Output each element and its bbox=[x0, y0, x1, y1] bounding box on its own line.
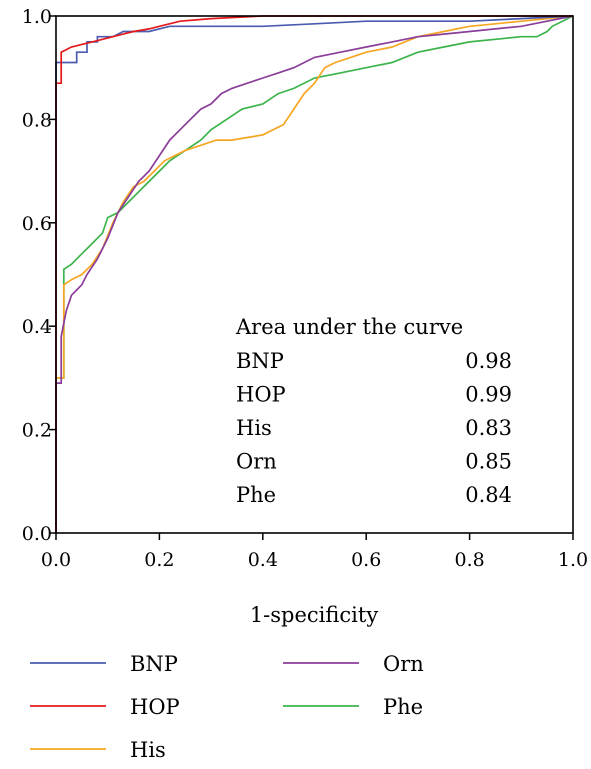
y-tick-label: 0.6 bbox=[22, 213, 52, 235]
auc-table: Area under the curve BNP 0.98 HOP 0.99 His 0.8… bbox=[235, 315, 512, 507]
auc-row-value: 0.83 bbox=[465, 416, 512, 440]
x-tick-label: 0.4 bbox=[248, 549, 278, 571]
y-tick-label: 0.2 bbox=[22, 420, 52, 442]
legend: BNP HOP His Orn Phe bbox=[30, 652, 424, 762]
series-line-orn bbox=[55, 15, 574, 533]
x-tick-label: 0.6 bbox=[351, 549, 381, 571]
auc-row-value: 0.84 bbox=[465, 483, 512, 507]
y-tick-label: 0.8 bbox=[22, 109, 52, 131]
x-axis-title: 1-specificity bbox=[250, 603, 379, 627]
y-tick-label: 0.0 bbox=[22, 523, 52, 545]
series-line-hop bbox=[55, 15, 573, 533]
auc-table-title: Area under the curve bbox=[235, 315, 463, 339]
x-tick-label: 0.8 bbox=[454, 549, 484, 571]
series-line-phe bbox=[55, 15, 574, 533]
y-tick-label: 1.0 bbox=[22, 6, 52, 28]
y-axis: 0.0 0.2 0.4 0.6 0.8 1.0 bbox=[22, 6, 56, 545]
auc-row-value: 0.98 bbox=[465, 349, 512, 373]
auc-row-name: His bbox=[236, 416, 272, 440]
legend-label-his: His bbox=[130, 738, 166, 762]
plot-frame bbox=[55, 15, 574, 534]
auc-row-value: 0.99 bbox=[465, 383, 512, 407]
legend-label-orn: Orn bbox=[383, 652, 424, 676]
legend-label-hop: HOP bbox=[130, 695, 180, 719]
legend-label-phe: Phe bbox=[383, 695, 423, 719]
roc-curves bbox=[55, 15, 574, 533]
auc-row-value: 0.85 bbox=[465, 450, 512, 474]
x-tick-label: 0.0 bbox=[41, 549, 71, 571]
x-axis: 0.0 0.2 0.4 0.6 0.8 1.0 bbox=[41, 533, 588, 571]
auc-row-name: HOP bbox=[236, 383, 286, 407]
auc-row-name: Orn bbox=[236, 450, 277, 474]
x-tick-label: 0.2 bbox=[144, 549, 174, 571]
auc-row-name: BNP bbox=[236, 349, 284, 373]
y-tick-label: 0.4 bbox=[22, 316, 52, 338]
series-line-bnp bbox=[55, 15, 574, 533]
auc-row-name: Phe bbox=[236, 483, 276, 507]
legend-label-bnp: BNP bbox=[130, 652, 178, 676]
x-tick-label: 1.0 bbox=[558, 549, 588, 571]
